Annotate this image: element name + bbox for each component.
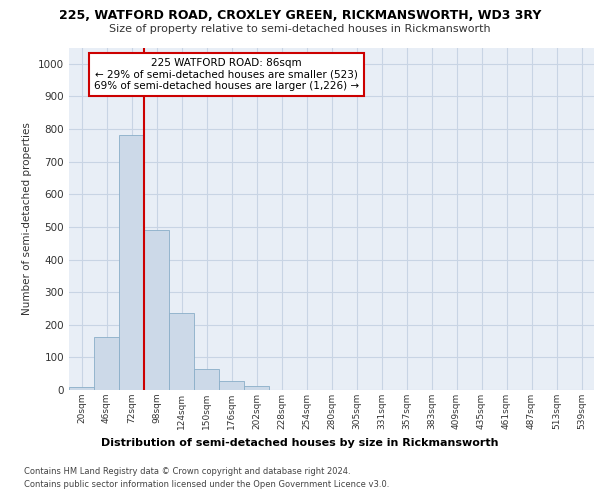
Bar: [169, 314, 194, 390]
Bar: [144, 230, 169, 390]
Bar: [194, 370, 219, 390]
Bar: [244, 386, 269, 390]
Bar: [219, 381, 244, 390]
Text: 225 WATFORD ROAD: 86sqm
← 29% of semi-detached houses are smaller (523)
69% of s: 225 WATFORD ROAD: 86sqm ← 29% of semi-de…: [94, 58, 359, 91]
Text: Size of property relative to semi-detached houses in Rickmansworth: Size of property relative to semi-detach…: [109, 24, 491, 34]
Y-axis label: Number of semi-detached properties: Number of semi-detached properties: [22, 122, 32, 315]
Text: 225, WATFORD ROAD, CROXLEY GREEN, RICKMANSWORTH, WD3 3RY: 225, WATFORD ROAD, CROXLEY GREEN, RICKMA…: [59, 9, 541, 22]
Bar: [94, 337, 119, 390]
Text: Distribution of semi-detached houses by size in Rickmansworth: Distribution of semi-detached houses by …: [101, 438, 499, 448]
Text: Contains public sector information licensed under the Open Government Licence v3: Contains public sector information licen…: [24, 480, 389, 489]
Text: Contains HM Land Registry data © Crown copyright and database right 2024.: Contains HM Land Registry data © Crown c…: [24, 468, 350, 476]
Bar: [69, 386, 94, 390]
Bar: [119, 134, 144, 390]
